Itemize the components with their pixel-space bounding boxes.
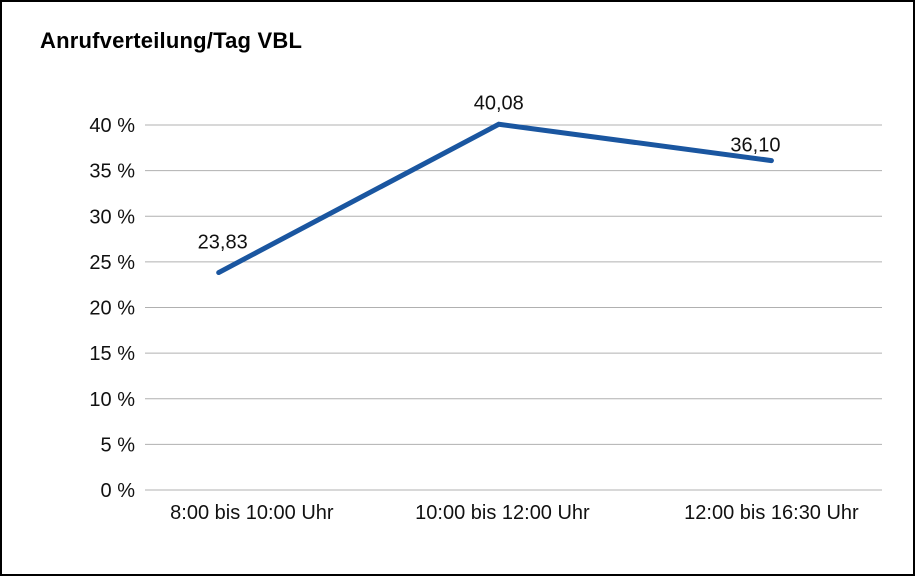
series-line bbox=[216, 121, 774, 276]
y-tick-label: 40 % bbox=[89, 115, 135, 137]
y-tick-label: 20 % bbox=[89, 298, 135, 320]
x-category-label: 10:00 bis 12:00 Uhr bbox=[415, 502, 590, 524]
chart-title: Anrufverteilung/Tag VBL bbox=[40, 28, 303, 53]
y-tick-label: 30 % bbox=[89, 206, 135, 228]
x-category-label: 12:00 bis 16:30 Uhr bbox=[684, 502, 859, 524]
y-tick-label: 35 % bbox=[89, 161, 135, 183]
y-tick-label: 10 % bbox=[89, 389, 135, 411]
data-point-label: 36,10 bbox=[730, 135, 780, 157]
y-tick-label: 25 % bbox=[89, 252, 135, 274]
data-point-label: 23,83 bbox=[198, 232, 248, 254]
y-tick-label: 5 % bbox=[101, 434, 136, 456]
y-tick-label: 0 % bbox=[101, 480, 136, 502]
y-tick-label: 15 % bbox=[89, 343, 135, 365]
x-category-label: 8:00 bis 10:00 Uhr bbox=[170, 502, 334, 524]
data-point-label: 40,08 bbox=[474, 92, 524, 114]
